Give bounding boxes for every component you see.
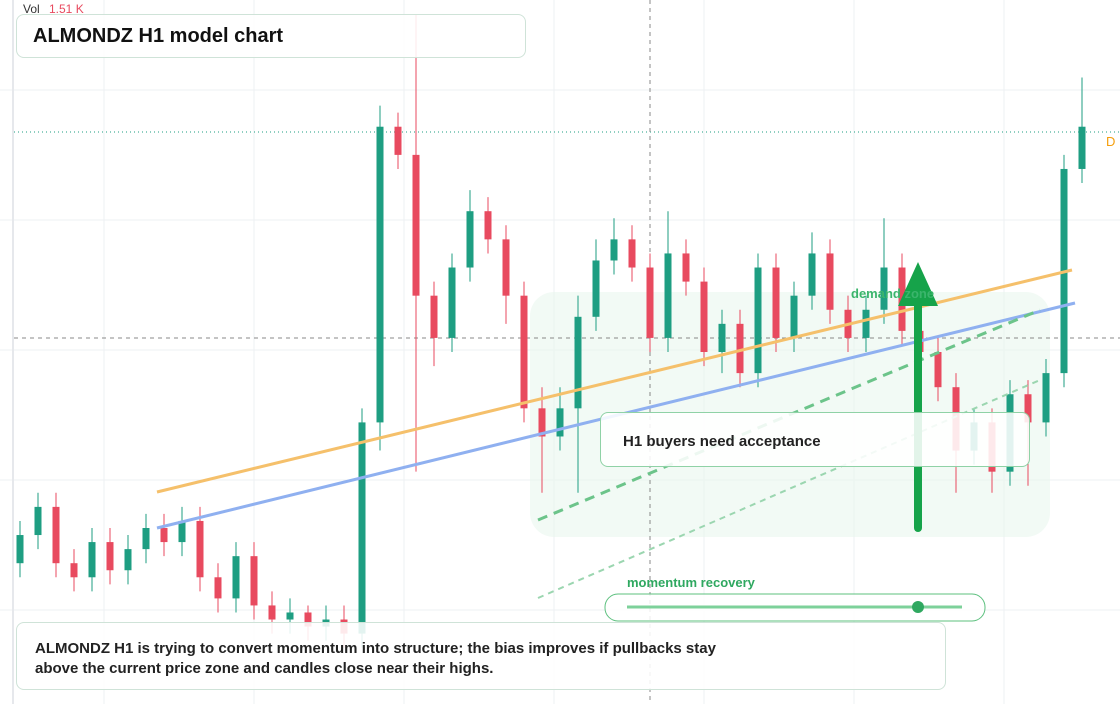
candle-body bbox=[520, 295, 528, 409]
candle-body bbox=[880, 267, 888, 310]
slider-label: momentum recovery bbox=[627, 575, 756, 590]
candle-body bbox=[52, 506, 60, 564]
candle-body bbox=[214, 577, 222, 599]
candle-body bbox=[808, 253, 816, 296]
candle-body bbox=[1078, 126, 1086, 169]
candle-body bbox=[664, 253, 672, 338]
candle-body bbox=[628, 239, 636, 268]
callout: H1 buyers need acceptance bbox=[600, 412, 1030, 467]
candle-body bbox=[448, 267, 456, 338]
candle-body bbox=[16, 535, 24, 564]
arrow-head bbox=[898, 262, 938, 306]
candle-body bbox=[394, 126, 402, 155]
candle-body bbox=[772, 267, 780, 338]
candle-body bbox=[286, 612, 294, 620]
candle-body bbox=[484, 211, 492, 240]
candle-body bbox=[610, 239, 618, 261]
candle-body bbox=[646, 267, 654, 338]
candle-body bbox=[862, 309, 870, 338]
candle-body bbox=[160, 528, 168, 543]
candle-body bbox=[430, 295, 438, 338]
candle-body bbox=[70, 563, 78, 578]
candle-body bbox=[682, 253, 690, 282]
candle-body bbox=[412, 154, 420, 296]
candle-body bbox=[1024, 394, 1032, 423]
candle-body bbox=[700, 281, 708, 352]
candle-body bbox=[376, 126, 384, 423]
candle-body bbox=[718, 323, 726, 352]
candle-body bbox=[592, 260, 600, 317]
candle-body bbox=[268, 605, 276, 620]
candle-body bbox=[232, 556, 240, 599]
candle-body bbox=[142, 528, 150, 550]
candle-body bbox=[556, 408, 564, 437]
candle-body bbox=[88, 542, 96, 578]
candle-body bbox=[34, 506, 42, 536]
candle-body bbox=[124, 549, 132, 571]
candle-body bbox=[502, 239, 510, 296]
candle-body bbox=[826, 253, 834, 310]
candle-body bbox=[754, 267, 762, 374]
candle-body bbox=[1042, 373, 1050, 423]
candle-body bbox=[538, 408, 546, 437]
candle-body bbox=[574, 316, 582, 409]
candle-body bbox=[250, 556, 258, 606]
slider-thumb[interactable] bbox=[912, 601, 924, 613]
price-tag: D bbox=[1106, 134, 1115, 149]
candle-body bbox=[358, 422, 366, 634]
candle-body bbox=[466, 211, 474, 268]
chart-title: ALMONDZ H1 model chart bbox=[16, 14, 526, 58]
left-edge bbox=[12, 0, 14, 704]
candle-body bbox=[934, 352, 942, 388]
volume-label: Vol bbox=[23, 2, 40, 16]
candle-body bbox=[304, 612, 312, 627]
candle-body bbox=[178, 520, 186, 543]
candle-body bbox=[196, 520, 204, 578]
candle-body bbox=[736, 323, 744, 374]
summary: ALMONDZ H1 is trying to convert momentum… bbox=[16, 622, 946, 690]
volume-value: 1.51 K bbox=[49, 2, 84, 16]
candle-body bbox=[790, 295, 798, 338]
candle-body bbox=[106, 542, 114, 571]
zone-label: demand zone bbox=[851, 286, 934, 301]
summary-text: ALMONDZ H1 is trying to convert momentum… bbox=[35, 640, 716, 677]
